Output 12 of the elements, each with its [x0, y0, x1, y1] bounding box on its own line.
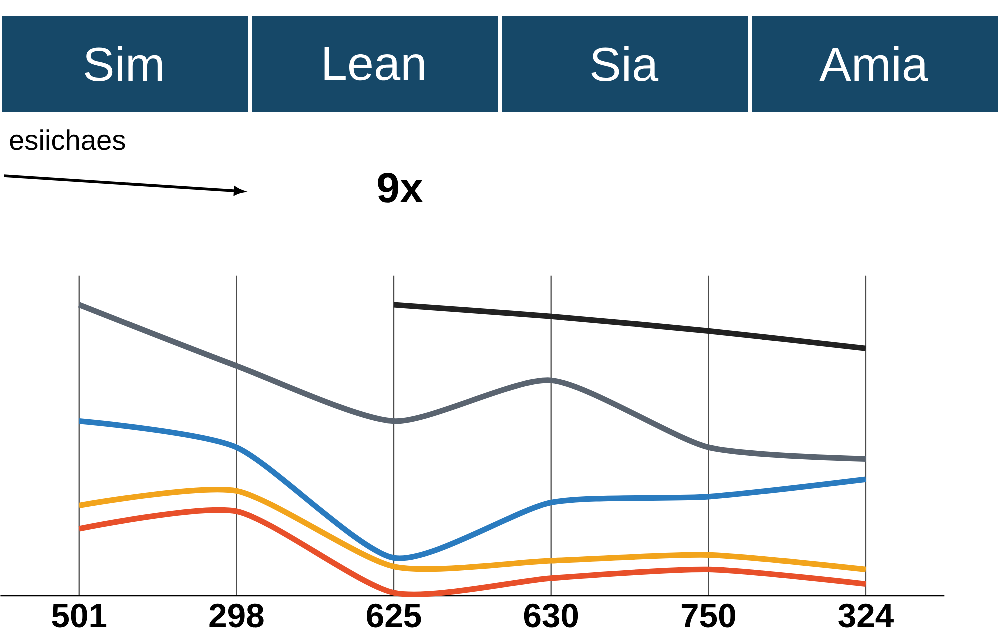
x-tick-label: 750 — [682, 604, 736, 628]
text: Amia — [820, 46, 928, 82]
x-tick-label: 501 — [52, 604, 107, 628]
text: esiichaes — [10, 129, 126, 150]
text: Sia — [592, 46, 659, 82]
text: Sim — [85, 46, 162, 82]
x-tick-label: 625 — [367, 604, 422, 628]
text: 9x — [378, 172, 424, 203]
x-tick-label: 630 — [524, 604, 578, 628]
x-tick-label: 298 — [210, 604, 264, 628]
text: Lean — [324, 47, 424, 80]
x-tick-label: 324 — [838, 604, 894, 628]
